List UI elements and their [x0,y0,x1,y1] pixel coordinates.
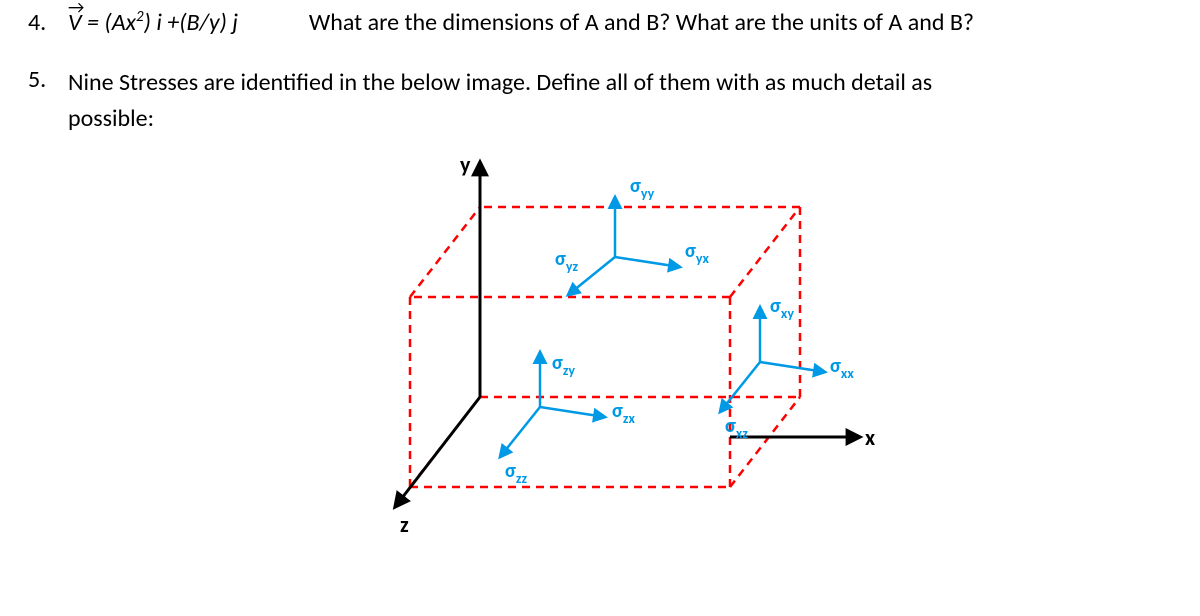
question-5: 5. Nine Stresses are identified in the b… [28,65,1172,137]
svg-text:x: x [865,424,875,451]
svg-text:σzz: σzz [505,459,527,487]
svg-text:σyx: σyx [685,239,710,267]
q4-question: What are the dimensions of A and B? What… [309,8,974,37]
q4-body: →V = (Ax2) i +(B/y) j What are the dimen… [68,8,974,37]
svg-text:σxy: σxy [770,294,794,322]
svg-text:σxx: σxx [830,354,854,382]
svg-text:y: y [460,151,471,178]
svg-text:σzy: σzy [552,351,575,379]
question-4: 4. →V = (Ax2) i +(B/y) j What are the di… [28,8,1172,37]
svg-text:σzx: σzx [612,399,635,427]
q5-number: 5. [28,65,68,94]
q4-formula: →V = (Ax2) i +(B/y) j [68,8,243,37]
stress-cube-diagram: y x z σyy σyx σyz σxy σxx σxz σzy σzx σzz [28,147,1172,552]
svg-text:σyz: σyz [555,247,578,275]
q4-number: 4. [28,8,68,37]
svg-text:σyy: σyy [630,174,655,202]
svg-text:z: z [400,511,409,538]
q5-body: Nine Stresses are identified in the belo… [68,65,932,137]
svg-text:σxz: σxz [725,414,748,442]
